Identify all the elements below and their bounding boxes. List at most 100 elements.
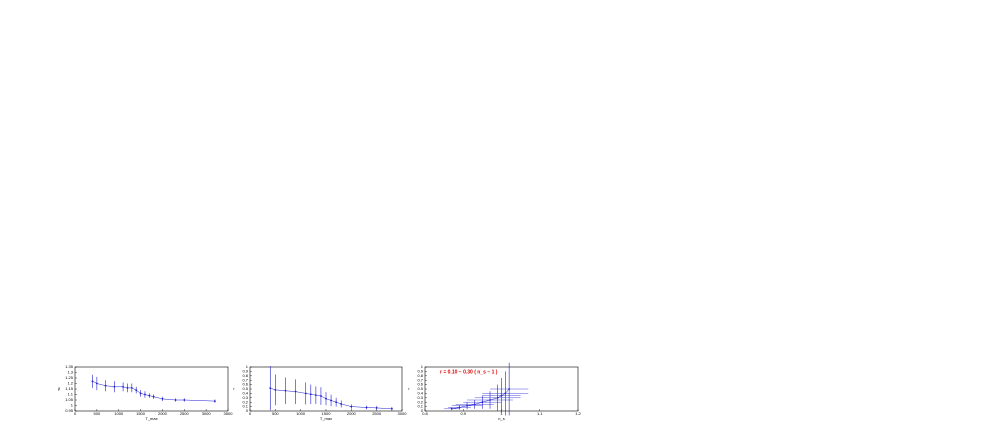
data-point: [314, 394, 317, 397]
y-tick-label: 0: [246, 408, 249, 413]
data-point: [183, 399, 186, 401]
y-tick-label: 0.9: [417, 368, 423, 373]
y-tick-label: 0.3: [417, 395, 423, 400]
x-tick-label: 1.2: [575, 411, 581, 416]
x-axis-label: n_s: [498, 416, 504, 421]
y-axis-label: r: [233, 386, 235, 391]
plot-frame: [74, 366, 229, 412]
y-tick-label: 0: [421, 408, 424, 413]
x-tick-label: 0: [249, 411, 252, 416]
x-tick-label: 1000: [296, 411, 306, 416]
data-line: [451, 388, 510, 410]
x-tick-label: 1: [500, 411, 503, 416]
x-tick-label: 1.1: [537, 411, 543, 416]
data-point: [320, 395, 322, 397]
y-tick-label: 0.4: [242, 390, 248, 395]
data-point: [330, 399, 332, 402]
data-point: [304, 392, 307, 395]
data-point: [174, 399, 177, 401]
y-axis-label: β: [58, 386, 61, 391]
data-point: [390, 407, 393, 410]
data-point: [294, 390, 297, 393]
x-tick-label: 1500: [136, 411, 146, 416]
y-tick-label: 0.2: [242, 399, 248, 404]
data-point: [144, 393, 146, 396]
y-tick-label: 1.25: [65, 375, 74, 380]
y-tick-label: 0.5: [417, 386, 423, 391]
data-point: [481, 401, 484, 404]
y-tick-label: 1: [421, 364, 424, 369]
y-tick-label: 0.2: [417, 399, 423, 404]
data-point: [91, 380, 94, 383]
data-point: [113, 385, 116, 388]
data-point: [458, 406, 461, 409]
data-point: [135, 389, 138, 391]
x-axis-label: T_max: [145, 416, 157, 421]
data-point: [95, 382, 98, 385]
data-point: [489, 399, 491, 401]
x-tick-label: 1500: [322, 411, 332, 416]
data-point: [335, 401, 338, 404]
data-point: [126, 387, 129, 389]
data-point: [340, 403, 343, 405]
x-tick-label: 2000: [158, 411, 168, 416]
y-tick-label: 0.3: [242, 395, 248, 400]
data-point: [500, 394, 503, 397]
data-point: [274, 388, 277, 391]
data-point: [325, 397, 327, 400]
x-tick-label: 2500: [372, 411, 382, 416]
x-axis-label: T_max: [320, 416, 332, 421]
data-point: [152, 395, 155, 398]
y-tick-label: 1: [246, 364, 249, 369]
data-line: [92, 381, 215, 402]
data-point: [350, 405, 353, 408]
x-tick-label: 3500: [224, 411, 234, 416]
data-point: [122, 385, 124, 388]
y-tick-label: 1: [71, 403, 74, 408]
x-tick-label: 3000: [202, 411, 212, 416]
x-tick-label: 2000: [347, 411, 357, 416]
y-tick-label: 0.8: [417, 373, 423, 378]
data-point: [161, 398, 164, 400]
y-tick-label: 0.6: [242, 382, 248, 387]
x-tick-label: 1000: [114, 411, 124, 416]
data-point: [309, 393, 312, 396]
data-line: [270, 387, 392, 410]
y-tick-label: 1.35: [65, 364, 74, 369]
data-point: [450, 407, 453, 410]
y-tick-label: 0.1: [242, 404, 248, 409]
y-tick-label: 0.4: [417, 390, 423, 395]
data-point: [269, 387, 272, 390]
y-tick-label: 0.6: [417, 382, 423, 387]
data-point: [365, 406, 368, 409]
data-point: [284, 389, 287, 392]
y-tick-label: 1.2: [67, 381, 73, 386]
data-point: [504, 392, 507, 395]
data-point: [375, 407, 378, 409]
data-point: [148, 394, 151, 397]
data-point: [139, 392, 142, 395]
y-tick-label: 0.1: [417, 404, 423, 409]
y-tick-label: 1.15: [65, 386, 74, 391]
data-point: [473, 403, 476, 406]
y-tick-label: 0.7: [417, 377, 423, 382]
y-tick-label: 1.1: [67, 392, 73, 397]
x-tick-label: 0.8: [422, 411, 428, 416]
data-point: [104, 384, 107, 387]
y-tick-label: 1.05: [65, 397, 74, 402]
y-tick-label: 0.5: [242, 386, 248, 391]
annotation: r = 0.10 − 0.30 ( n_s − 1 ): [440, 369, 498, 375]
x-tick-label: 0.9: [460, 411, 466, 416]
y-axis-label: r: [408, 386, 410, 391]
y-tick-label: 0.8: [242, 373, 248, 378]
data-point: [496, 396, 499, 399]
data-point: [130, 387, 133, 389]
y-tick-label: 1.3: [67, 370, 73, 375]
y-tick-label: 0.9: [242, 368, 248, 373]
y-tick-label: 0.7: [242, 377, 248, 382]
data-point: [508, 388, 511, 390]
x-tick-label: 2500: [180, 411, 190, 416]
y-tick-label: 0.95: [65, 408, 74, 413]
